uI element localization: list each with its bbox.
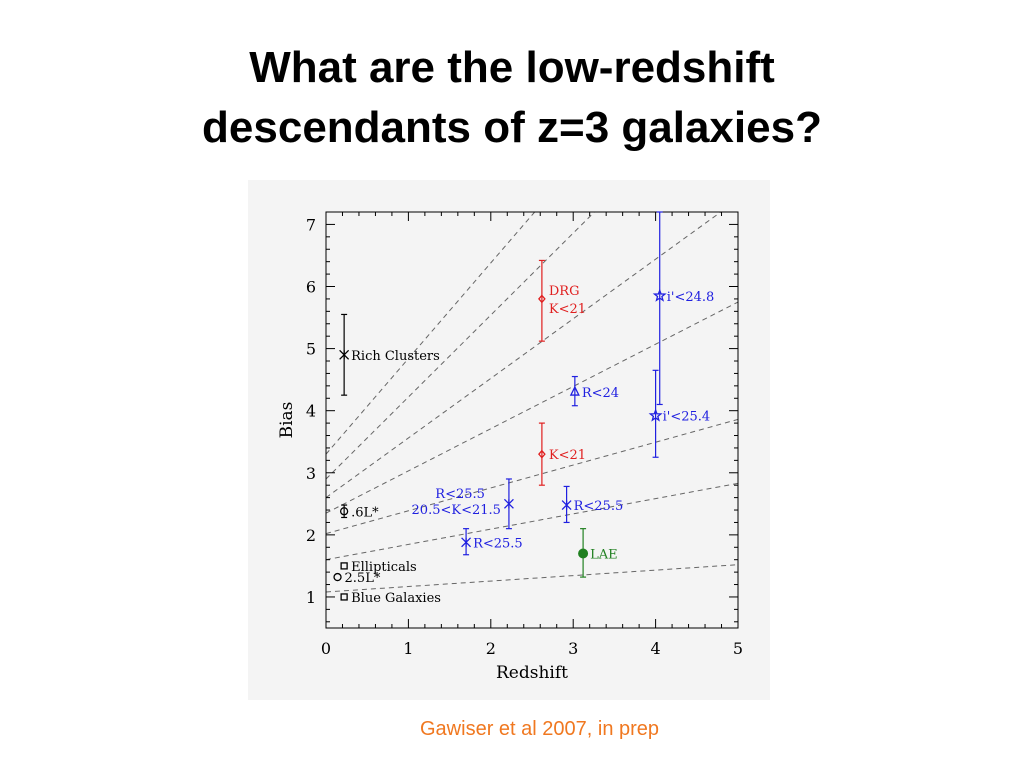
x-axis-label: Redshift xyxy=(496,663,568,683)
slide-title-line-2: descendants of z=3 galaxies? xyxy=(202,103,822,152)
y-tick-label: 6 xyxy=(306,278,316,297)
x-tick-label: 3 xyxy=(568,639,578,658)
reference-line-6 xyxy=(326,212,596,480)
reference-line-4 xyxy=(326,301,738,514)
data-point-marker xyxy=(340,562,348,570)
data-point-marker xyxy=(339,349,350,360)
data-label: R<25.5 xyxy=(435,487,485,502)
data-point-11: R<25.520.5<K<21.5 xyxy=(412,478,514,530)
y-tick-label: 4 xyxy=(306,402,316,421)
reference-line-3 xyxy=(326,418,738,535)
reference-line-7 xyxy=(326,212,536,455)
data-label: LAE xyxy=(590,547,618,562)
data-point-marker xyxy=(561,500,572,511)
data-point-6: DRG K<21 xyxy=(538,259,586,342)
reference-line-2 xyxy=(326,482,738,561)
data-point-13: R<25.5 xyxy=(461,528,523,556)
data-label: i'<25.4 xyxy=(663,410,711,425)
reference-lines-group xyxy=(326,212,738,593)
data-point-marker xyxy=(569,385,580,396)
data-point-5: Blue Galaxies xyxy=(340,591,441,606)
data-point-marker xyxy=(538,294,546,304)
data-point-7: K<21 xyxy=(538,422,586,486)
data-label: DRG xyxy=(549,284,580,299)
data-label: R<25.5 xyxy=(574,499,624,514)
data-label: K<21 xyxy=(549,448,586,463)
data-label: Rich Clusters xyxy=(351,349,440,364)
data-point-3: Ellipticals xyxy=(340,560,417,575)
y-tick-label: 5 xyxy=(306,340,316,359)
data-label: Ellipticals xyxy=(351,560,417,575)
slide-title: What are the low-redshift descendants of… xyxy=(0,38,1024,158)
slide-title-line-1: What are the low-redshift xyxy=(249,43,775,92)
x-tick-label: 4 xyxy=(651,639,661,658)
y-tick-label: 2 xyxy=(306,526,316,545)
data-label: 20.5<K<21.5 xyxy=(412,503,501,518)
plot-frame xyxy=(325,211,739,629)
data-point-9: i'<24.8 xyxy=(652,211,715,406)
data-label: R<25.5 xyxy=(473,536,523,551)
data-label: R<24 xyxy=(582,386,619,401)
data-point-8: R<24 xyxy=(569,375,619,407)
y-tick-label: 7 xyxy=(306,215,316,234)
x-tick-label: 5 xyxy=(733,639,743,658)
data-point-marker xyxy=(538,449,546,459)
data-label: Blue Galaxies xyxy=(351,591,441,606)
data-point-marker xyxy=(503,498,514,509)
data-point-marker xyxy=(578,548,589,559)
data-point-10: i'<25.4 xyxy=(648,369,711,458)
data-point-marker xyxy=(340,593,348,601)
data-point-2: .6L* xyxy=(339,504,379,520)
y-tick-label: 1 xyxy=(306,588,316,607)
data-point-1: Rich Clusters xyxy=(339,313,440,396)
data-point-marker xyxy=(333,572,342,582)
bias-redshift-chart: 0 1 2 3 4 5 1 2 3 4 5 6 7 Redshift Bias Rich Clusters .6… xyxy=(277,211,743,683)
data-point-marker xyxy=(648,408,663,422)
data-label: i'<24.8 xyxy=(667,290,715,305)
data-point-marker xyxy=(339,507,349,516)
x-tick-label: 1 xyxy=(403,639,413,658)
x-tick-label: 0 xyxy=(321,639,331,658)
data-label: K<21 xyxy=(549,302,586,317)
data-label: .6L* xyxy=(351,505,379,520)
data-point-marker xyxy=(652,288,667,302)
reference-line-5 xyxy=(326,212,722,499)
data-point-14: LAE xyxy=(578,528,618,578)
data-point-12: R<25.5 xyxy=(561,485,624,524)
y-axis-label: Bias xyxy=(277,402,297,439)
y-tick-label: 3 xyxy=(306,464,316,483)
citation-credit: Gawiser et al 2007, in prep xyxy=(420,718,660,740)
bias-vs-redshift-figure: 0 1 2 3 4 5 1 2 3 4 5 6 7 Redshift Bias Rich Clusters .6… xyxy=(248,180,770,700)
data-point-4: 2.5L* xyxy=(333,571,381,586)
x-tick-label: 2 xyxy=(486,639,496,658)
reference-line-1 xyxy=(326,564,738,593)
data-label: 2.5L* xyxy=(345,571,381,586)
data-point-marker xyxy=(461,537,472,548)
